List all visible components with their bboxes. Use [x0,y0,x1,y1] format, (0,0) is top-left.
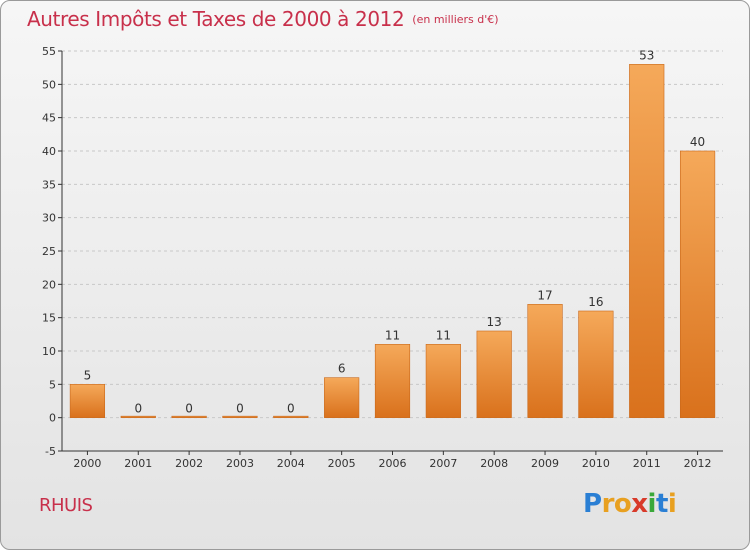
bar [629,64,665,418]
data-label: 0 [134,402,142,416]
bar [679,150,716,418]
chart-title-text: Autres Impôts et Taxes de 2000 à 2012 [27,7,405,31]
y-tick-label: 55 [42,45,56,58]
x-tick-label: 2010 [582,457,610,470]
data-labels: 5 0 0 0 0 6 11 11 13 17 16 53 40 [84,48,706,415]
data-label: 11 [385,328,400,342]
data-label: 40 [690,135,705,149]
x-tick-label: 2006 [379,457,407,470]
chart-unit: (en milliers d'€) [412,13,499,26]
data-label: 53 [639,48,654,62]
x-tick-label: 2007 [429,457,457,470]
data-label: 13 [487,315,502,329]
bar [273,415,309,418]
data-label: 6 [338,362,346,376]
logo-letter: o [613,489,632,519]
x-tick-label: 2005 [328,457,356,470]
logo-letter: t [655,489,668,519]
y-tick-label: 0 [49,412,56,425]
data-label: 0 [236,402,244,416]
y-tick-label: 45 [42,112,56,125]
bar [171,415,207,418]
bar [69,384,106,418]
proxiti-logo[interactable]: Proxiti [583,489,677,519]
logo-letter: i [647,489,657,519]
y-tick-label: 35 [42,178,56,191]
commune-name: RHUIS [39,495,93,516]
bar [578,310,614,418]
data-label: 11 [436,328,451,342]
data-label: 0 [287,402,295,416]
bar [222,415,258,418]
bars [69,64,716,418]
x-tick-label: 2003 [226,457,254,470]
y-tick-label: 5 [49,378,56,391]
bar [527,304,563,418]
x-tick-label: 2011 [633,457,661,470]
data-label: 16 [588,295,603,309]
bar [324,377,360,418]
x-tick-label: 2008 [480,457,508,470]
logo-letter: P [583,489,602,519]
x-tick-label: 2001 [124,457,152,470]
x-tick-label: 2012 [684,457,712,470]
data-label: 5 [84,368,92,382]
y-tick-label: -5 [45,445,56,458]
logo-letter: r [601,489,615,519]
x-tick-label: 2000 [73,457,101,470]
logo-letter: x [631,489,648,519]
y-tick-label: 50 [42,78,56,91]
y-tick-label: 40 [42,145,56,158]
bar [476,330,512,418]
y-tick-label: 15 [42,312,56,325]
y-tick-label: 10 [42,345,56,358]
x-tick-label: 2009 [531,457,559,470]
bar [374,344,411,418]
x-tick-label: 2002 [175,457,203,470]
bar [120,415,156,418]
y-tick-label: 20 [42,278,56,291]
x-tick-label: 2004 [277,457,305,470]
bar [425,344,461,418]
y-tick-label: 25 [42,245,56,258]
data-label: 0 [185,402,193,416]
chart-title: Autres Impôts et Taxes de 2000 à 2012 (en… [27,7,499,31]
y-tick-label: 30 [42,212,56,225]
data-label: 17 [537,288,552,302]
logo-letter: i [667,489,677,519]
